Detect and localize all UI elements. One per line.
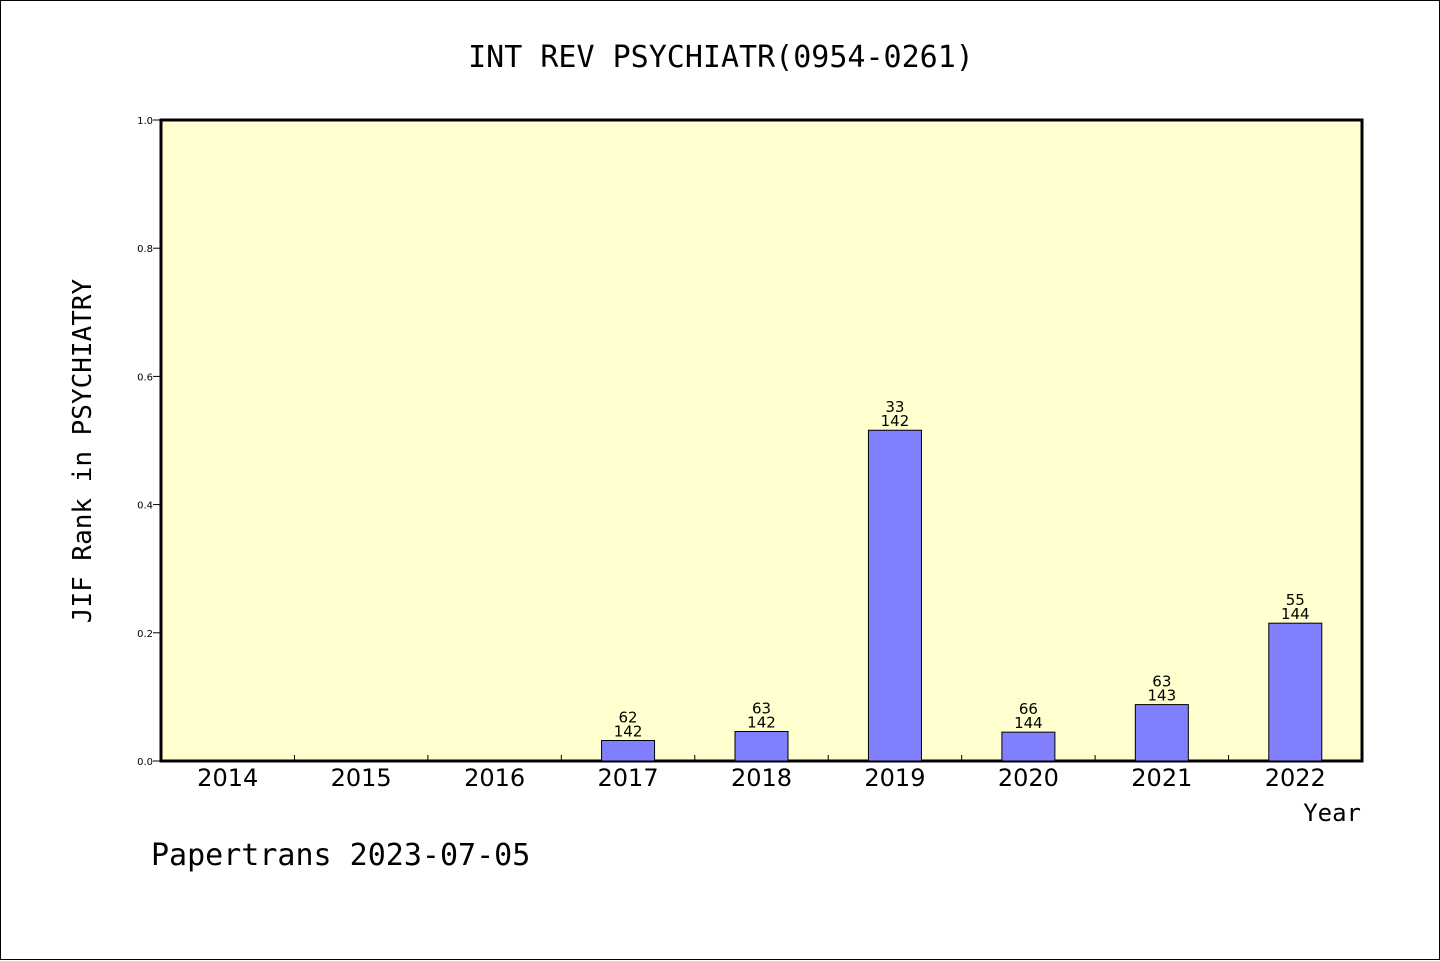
y-axis-label: JIF Rank in PSYCHIATRY (68, 278, 98, 623)
x-tick-label: 2017 (598, 764, 659, 792)
bar-rank-label: 63 (1152, 673, 1171, 691)
bar-total-label: 142 (614, 722, 643, 740)
x-tick-label: 2015 (331, 764, 392, 792)
chart-title: INT REV PSYCHIATR(0954-0261) (468, 40, 974, 75)
x-tick-label: 2021 (1131, 764, 1192, 792)
y-tick-label: 0.4 (137, 501, 153, 512)
y-tick-label: 1.0 (137, 116, 153, 127)
bar (734, 731, 789, 762)
bar (601, 739, 656, 762)
bar-rank-label: 33 (885, 398, 904, 416)
bar (1134, 704, 1189, 762)
x-tick-label: 2018 (731, 764, 792, 792)
bar-total-label: 144 (1281, 605, 1310, 623)
x-axis-label: Year (1303, 799, 1361, 827)
footer-credit: Papertrans 2023-07-05 (151, 838, 530, 873)
bar-rank-label: 62 (619, 708, 638, 726)
x-tick-label: 2016 (464, 764, 525, 792)
plot-area (159, 118, 1364, 763)
bar-total-label: 142 (747, 714, 776, 732)
bar-rank-label: 66 (1019, 700, 1038, 718)
bar-rank-label: 55 (1286, 591, 1305, 609)
y-axis: 0.0 0.2 0.4 0.6 0.8 1.0 (137, 116, 161, 768)
x-tick-label: 2022 (1265, 764, 1326, 792)
x-tick-label: 2020 (998, 764, 1059, 792)
x-axis: 2014 2015 2016 2017 2018 2019 2020 2021 2022 (197, 755, 1326, 792)
bar (1001, 731, 1056, 762)
y-tick-label: 0.6 (137, 372, 153, 383)
bar-total-label: 143 (1148, 687, 1177, 705)
bar-total-label: 144 (1014, 714, 1043, 732)
bar (1268, 622, 1323, 762)
y-tick-label: 0.2 (137, 629, 153, 640)
x-tick-label: 2014 (197, 764, 258, 792)
y-tick-label: 0.0 (137, 757, 153, 768)
bar-total-label: 142 (881, 412, 910, 430)
bar (867, 429, 922, 762)
y-tick-label: 0.8 (137, 244, 153, 255)
x-tick-label: 2019 (864, 764, 925, 792)
bar-rank-label: 63 (752, 700, 771, 718)
